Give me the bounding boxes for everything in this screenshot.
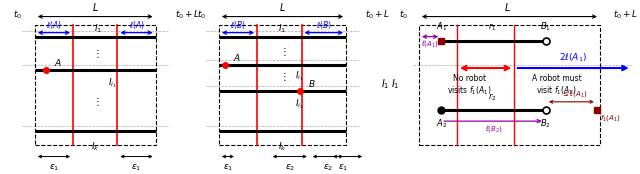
Text: $I_1$: $I_1$ — [94, 23, 102, 35]
Text: $\varepsilon_1$: $\varepsilon_1$ — [338, 163, 348, 173]
Text: $B_1$: $B_1$ — [541, 20, 551, 33]
Text: $f_1(A_1)$: $f_1(A_1)$ — [600, 113, 621, 123]
Text: $\ell(A)$: $\ell(A)$ — [46, 19, 62, 31]
Text: $t_0$: $t_0$ — [197, 9, 207, 21]
Text: $\vdots$: $\vdots$ — [279, 70, 286, 83]
Text: $I_{i_1}$: $I_{i_1}$ — [295, 70, 304, 83]
Text: $L$: $L$ — [504, 1, 511, 13]
Text: $\ell(A)$: $\ell(A)$ — [129, 19, 145, 31]
Text: $A$: $A$ — [233, 52, 241, 63]
Text: $I_k$: $I_k$ — [91, 140, 99, 153]
Text: $B$: $B$ — [308, 78, 316, 89]
Text: $t_0$: $t_0$ — [13, 9, 22, 21]
Text: $L$: $L$ — [92, 1, 99, 13]
Text: $\vdots$: $\vdots$ — [92, 95, 99, 108]
Text: $\ell(B_2)$: $\ell(B_2)$ — [484, 123, 502, 134]
Text: $\varepsilon_1$: $\varepsilon_1$ — [131, 163, 141, 173]
Text: $t_0+L$: $t_0+L$ — [612, 9, 638, 21]
Text: $B_2$: $B_2$ — [540, 118, 552, 130]
Text: $\leq \ell(A_1)$: $\leq \ell(A_1)$ — [561, 88, 588, 99]
Text: $I_1$: $I_1$ — [392, 77, 400, 91]
Text: $t_0+L$: $t_0+L$ — [175, 9, 200, 21]
Text: $\ell(B)$: $\ell(B)$ — [230, 19, 246, 31]
Text: $\vdots$: $\vdots$ — [92, 47, 99, 60]
Text: $I_k$: $I_k$ — [278, 140, 287, 153]
Text: $I_1$: $I_1$ — [278, 23, 287, 35]
Text: $\ell(A_1)$: $\ell(A_1)$ — [421, 38, 439, 49]
Text: $\varepsilon_1$: $\varepsilon_1$ — [223, 163, 233, 173]
Text: $I_{i_2}$: $I_{i_2}$ — [295, 97, 304, 110]
Text: $r_2$: $r_2$ — [488, 92, 496, 103]
Text: $A_1$: $A_1$ — [436, 20, 447, 33]
Text: $\ell(B)$: $\ell(B)$ — [316, 19, 332, 31]
Text: $\varepsilon_2$: $\varepsilon_2$ — [285, 163, 295, 173]
Text: A robot must
visit $f_1(A_1)$: A robot must visit $f_1(A_1)$ — [532, 74, 582, 97]
Text: $2\ell(A_1)$: $2\ell(A_1)$ — [559, 52, 587, 64]
Text: $t_0+L$: $t_0+L$ — [365, 9, 390, 21]
Text: $\vdots$: $\vdots$ — [279, 45, 286, 58]
Text: $I_1$: $I_1$ — [381, 77, 389, 91]
Text: $L$: $L$ — [279, 1, 286, 13]
Text: $\varepsilon_2$: $\varepsilon_2$ — [323, 163, 333, 173]
Text: $A$: $A$ — [54, 57, 62, 68]
Text: $A_2$: $A_2$ — [435, 118, 447, 130]
Text: $\varepsilon_1$: $\varepsilon_1$ — [49, 163, 59, 173]
Text: $t_0$: $t_0$ — [399, 9, 408, 21]
Text: $I_{i_1}$: $I_{i_1}$ — [108, 76, 116, 90]
Text: $r_1$: $r_1$ — [488, 21, 496, 33]
Text: No robot
visits $f_1(A_1)$: No robot visits $f_1(A_1)$ — [447, 74, 492, 97]
